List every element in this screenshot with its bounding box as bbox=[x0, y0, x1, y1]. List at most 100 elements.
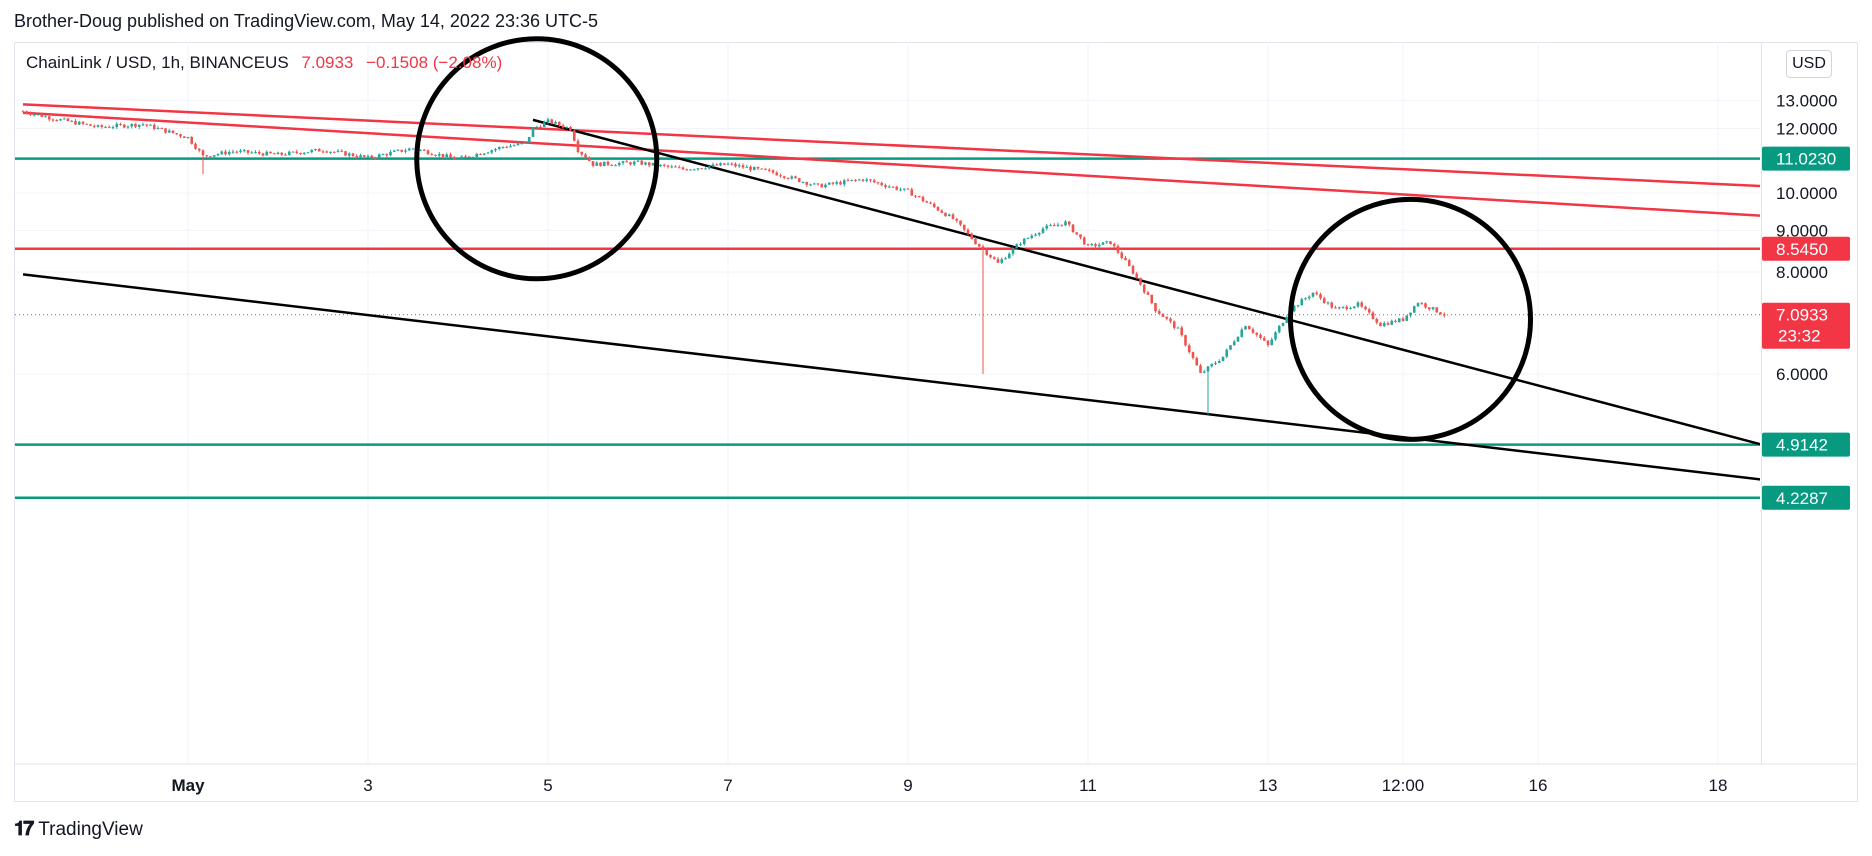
y-tick-label: 10.0000 bbox=[1776, 184, 1837, 203]
candle-body bbox=[921, 196, 925, 202]
candle-body bbox=[36, 114, 40, 116]
candle-body bbox=[572, 130, 576, 141]
candle-body bbox=[771, 170, 775, 173]
candle-body bbox=[209, 156, 212, 158]
candle-body bbox=[107, 126, 111, 128]
candle-body bbox=[59, 119, 62, 121]
candle-body bbox=[805, 181, 809, 185]
candle-body bbox=[355, 156, 359, 158]
candle-body bbox=[141, 124, 145, 126]
candle-body bbox=[902, 188, 906, 190]
candle-body bbox=[1274, 332, 1277, 340]
candle-body bbox=[1217, 361, 1221, 363]
candle-body bbox=[1334, 307, 1337, 309]
candle-body bbox=[524, 142, 527, 144]
candle-body bbox=[625, 161, 629, 163]
candle-body bbox=[745, 166, 749, 168]
candle-body bbox=[677, 167, 681, 169]
candle-body bbox=[985, 249, 989, 255]
candle-body bbox=[1105, 241, 1109, 243]
candle-body bbox=[160, 127, 164, 129]
candle-body bbox=[925, 201, 929, 203]
footer-brand[interactable]: 𝟏𝟕 TradingView bbox=[14, 818, 143, 841]
candle-body bbox=[940, 210, 944, 213]
candle-body bbox=[1026, 237, 1030, 239]
candle-body bbox=[321, 151, 325, 153]
candle-body bbox=[917, 195, 921, 197]
candle-body bbox=[32, 114, 36, 116]
candle-body bbox=[66, 118, 70, 122]
candle-body bbox=[1439, 312, 1442, 315]
candle-body bbox=[734, 163, 737, 167]
candle-body bbox=[452, 157, 456, 160]
candle-body bbox=[779, 175, 782, 177]
candle-body bbox=[662, 164, 666, 166]
x-tick-label: 3 bbox=[363, 776, 372, 795]
candle-body bbox=[1206, 366, 1210, 372]
candle-body bbox=[737, 165, 741, 167]
candle-body bbox=[486, 152, 490, 154]
candle-body bbox=[434, 155, 437, 157]
candle-body bbox=[1352, 306, 1356, 309]
candle-body bbox=[1416, 303, 1420, 307]
red-channel-line bbox=[22, 103, 1760, 188]
candle-body bbox=[246, 150, 250, 153]
candle-body bbox=[651, 162, 655, 166]
candle-body bbox=[1229, 345, 1232, 350]
candle-body bbox=[119, 123, 122, 125]
candle-body bbox=[580, 151, 584, 155]
x-tick-label: 5 bbox=[543, 776, 552, 795]
candle-body bbox=[1247, 326, 1251, 330]
candle-body bbox=[362, 155, 366, 157]
candle-body bbox=[370, 155, 374, 158]
candle-body bbox=[1356, 302, 1360, 307]
candle-body bbox=[96, 125, 100, 127]
candle-body bbox=[644, 162, 647, 165]
candle-body bbox=[287, 151, 291, 155]
candle-body bbox=[899, 189, 902, 191]
x-tick-label: 16 bbox=[1529, 776, 1548, 795]
candle-body bbox=[839, 182, 842, 185]
candle-body bbox=[685, 169, 689, 171]
candle-body bbox=[542, 122, 546, 127]
candle-body bbox=[1255, 332, 1259, 335]
candle-body bbox=[857, 179, 861, 181]
candle-body bbox=[81, 121, 85, 124]
candle-body bbox=[1161, 313, 1165, 317]
candle-body bbox=[1180, 327, 1184, 336]
candle-body bbox=[1041, 228, 1045, 233]
candle-body bbox=[569, 126, 572, 131]
candle-body bbox=[430, 154, 434, 156]
candle-body bbox=[1157, 311, 1161, 314]
candle-body bbox=[1409, 312, 1412, 316]
candle-body bbox=[242, 150, 246, 152]
candle-body bbox=[1382, 323, 1386, 327]
candle-body bbox=[726, 163, 730, 165]
candle-body bbox=[1011, 248, 1015, 254]
candle-body bbox=[595, 162, 599, 166]
candle-body bbox=[790, 176, 794, 179]
candle-body bbox=[332, 151, 336, 153]
candle-body bbox=[392, 150, 396, 152]
currency-button[interactable]: USD bbox=[1786, 50, 1832, 78]
candle-body bbox=[171, 130, 175, 134]
candle-body bbox=[1225, 349, 1229, 357]
candle-body bbox=[700, 168, 704, 170]
candle-body bbox=[565, 126, 569, 128]
candle-body bbox=[992, 257, 996, 260]
candle-body bbox=[317, 148, 321, 152]
candle-body bbox=[696, 168, 700, 170]
candle-body bbox=[1187, 345, 1191, 353]
candle-body bbox=[377, 154, 381, 158]
candle-body bbox=[1379, 322, 1382, 327]
black-trendline bbox=[532, 118, 1760, 446]
candle-body bbox=[797, 178, 801, 182]
candle-body bbox=[366, 155, 370, 157]
candle-body bbox=[599, 162, 602, 167]
candle-body bbox=[295, 151, 299, 153]
candle-body bbox=[1067, 221, 1071, 225]
candle-body bbox=[1345, 306, 1349, 310]
candle-body bbox=[1030, 235, 1034, 238]
candle-body bbox=[404, 150, 407, 152]
